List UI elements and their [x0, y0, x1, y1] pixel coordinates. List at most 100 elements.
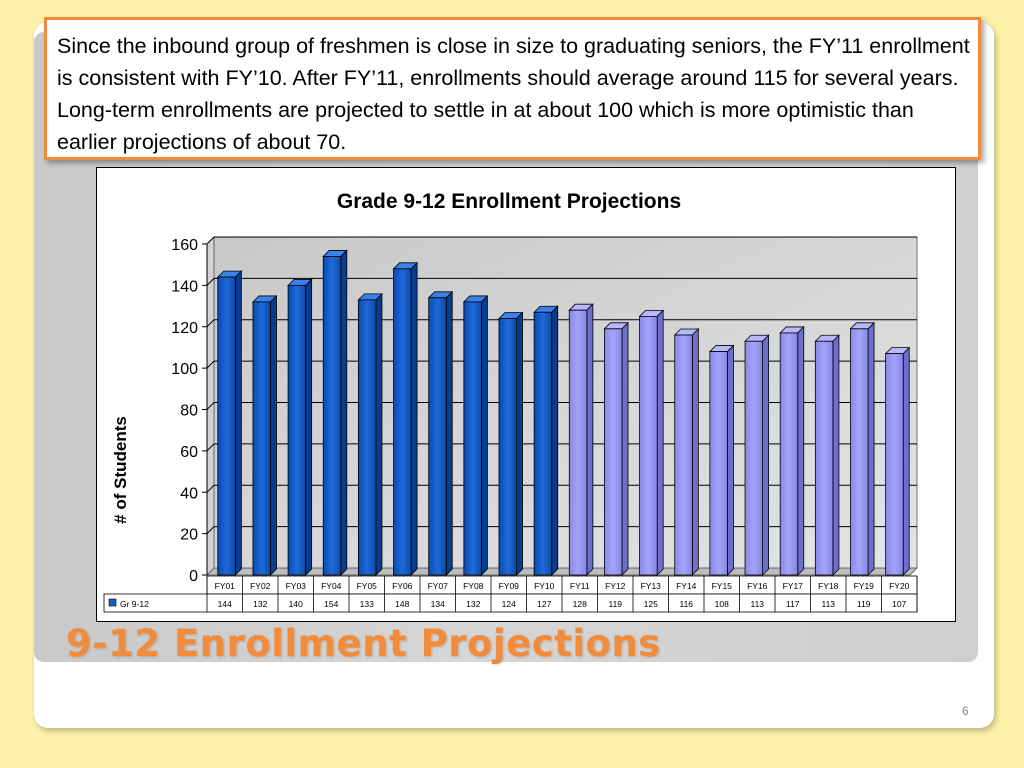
table-category-label: FY06 [392, 581, 413, 591]
bar-side [270, 294, 277, 576]
bar-side [340, 249, 348, 576]
bar-fy15 [709, 351, 728, 576]
gridline-depth [206, 360, 215, 369]
gridline-depth [206, 278, 215, 286]
y-tick-label: 80 [180, 403, 198, 420]
table-value-label: 133 [360, 599, 374, 609]
bar-side [410, 261, 418, 576]
bar-side [867, 321, 875, 576]
bar-fy18 [814, 340, 834, 576]
table-category-label: FY20 [889, 581, 910, 591]
table-category-label: FY09 [499, 581, 520, 591]
table-category-label: FY14 [676, 581, 697, 591]
table-category-label: FY05 [357, 581, 378, 591]
bar-side [691, 328, 699, 576]
y-tick-label: 0 [189, 568, 198, 585]
gridline-depth [206, 526, 215, 534]
table-category-label: FY08 [463, 581, 484, 591]
table-category-label: FY17 [783, 581, 804, 591]
table-value-label: 108 [715, 599, 729, 609]
bar-fy14 [674, 334, 693, 576]
bar-side [445, 290, 453, 576]
table-value-label: 128 [573, 599, 587, 609]
table-value-label: 140 [289, 599, 303, 609]
text-callout: Since the inbound group of freshmen is c… [44, 17, 981, 160]
gridline-depth [206, 402, 215, 410]
bar-fy19 [850, 328, 869, 576]
table-category-label: FY13 [641, 581, 662, 591]
legend-swatch [108, 598, 117, 607]
page-number: 6 [962, 704, 969, 718]
bar-fy09 [498, 318, 517, 576]
bar-side [621, 321, 629, 576]
table-value-label: 113 [750, 599, 764, 609]
table-value-label: 117 [786, 599, 800, 609]
table-category-label: FY16 [747, 581, 768, 591]
gridline-depth [206, 236, 215, 245]
bar-fy06 [393, 268, 412, 576]
bar-fy03 [287, 284, 307, 576]
table-value-label: 113 [821, 599, 835, 609]
table-value-label: 134 [431, 599, 445, 609]
table-category-label: FY02 [250, 581, 271, 591]
y-axis-label: # of Students [111, 416, 130, 524]
table-category-label: FY18 [818, 581, 839, 591]
table-category-label: FY15 [712, 581, 733, 591]
y-tick-label: 20 [180, 527, 198, 544]
callout-text: Since the inbound group of freshmen is c… [57, 34, 970, 154]
bar-fy02 [252, 301, 271, 576]
y-tick-label: 100 [171, 361, 198, 378]
table-value-label: 119 [608, 599, 622, 609]
bar-fy05 [357, 299, 377, 576]
bar-fy12 [604, 328, 623, 576]
y-tick-label: 40 [180, 485, 198, 502]
table-value-label: 124 [502, 599, 516, 609]
table-value-label: 119 [857, 599, 871, 609]
bar-side [656, 309, 664, 576]
table-category-label: FY03 [286, 581, 307, 591]
bar-side [762, 334, 770, 576]
table-category-label: FY01 [215, 581, 236, 591]
y-tick-label: 60 [180, 444, 198, 461]
table-value-label: 148 [395, 599, 409, 609]
legend-series-name: Gr 9-12 [120, 599, 149, 609]
table-category-label: FY11 [570, 581, 590, 591]
bar-fy11 [568, 309, 588, 576]
table-value-label: 116 [679, 599, 693, 609]
gridline-depth [206, 443, 215, 452]
table-value-label: 132 [466, 599, 480, 609]
table-value-label: 154 [324, 599, 338, 609]
bar-fy08 [463, 301, 482, 576]
bar-side [727, 344, 734, 576]
bar-side [481, 294, 488, 576]
chart-title: Grade 9-12 Enrollment Projections [337, 190, 681, 213]
bar-fy16 [744, 340, 764, 576]
table-category-label: FY19 [854, 581, 875, 591]
bar-side [797, 325, 805, 576]
bar-fy20 [885, 353, 904, 576]
table-category-label: FY07 [428, 581, 449, 591]
enrollment-chart: Grade 9-12 Enrollment Projections # of S… [103, 190, 918, 613]
y-tick-label: 160 [171, 237, 198, 254]
table-value-label: 144 [218, 599, 232, 609]
gridline-depth [206, 319, 215, 328]
bar-fy04 [322, 256, 342, 576]
bar-side [586, 303, 594, 576]
bar-side [832, 334, 840, 576]
y-tick-label: 120 [171, 320, 198, 337]
bar-fy10 [533, 311, 553, 576]
chart-floor [206, 567, 918, 576]
bar-side [305, 278, 313, 576]
table-value-label: 127 [537, 599, 551, 609]
table-category-label: FY04 [321, 581, 342, 591]
table-category-label: FY12 [605, 581, 626, 591]
table-category-label: FY10 [534, 581, 555, 591]
bar-fy07 [428, 297, 447, 576]
bar-fy01 [217, 276, 236, 576]
table-value-label: 107 [892, 599, 906, 609]
bar-side [234, 270, 242, 576]
gridline-depth [206, 484, 215, 493]
table-value-label: 125 [644, 599, 658, 609]
bar-side [516, 311, 523, 576]
table-value-label: 132 [253, 599, 267, 609]
